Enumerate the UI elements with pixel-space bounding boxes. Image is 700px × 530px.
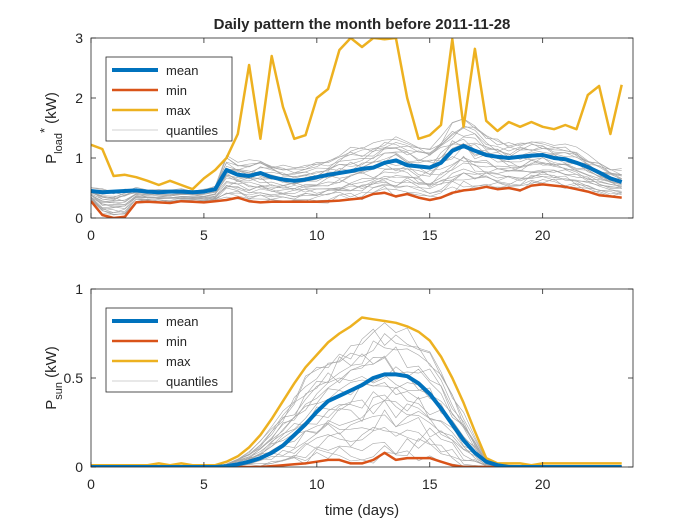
panel2-ylabel-sub: sun bbox=[53, 382, 65, 400]
panel2-quantile-line bbox=[91, 386, 622, 467]
panel1-xtick-label: 0 bbox=[87, 227, 95, 243]
panel1-title: Daily pattern the month before 2011-11-2… bbox=[214, 16, 511, 33]
panel2-quantile-line bbox=[91, 448, 622, 467]
panel2-quantile-line bbox=[91, 333, 622, 467]
panel2-quantile-line bbox=[91, 396, 622, 467]
panel2-legend: mean min max quantiles bbox=[105, 307, 233, 393]
panel2-ylabel: Psun (kW) bbox=[43, 346, 65, 410]
panel2-quantile-line bbox=[91, 409, 622, 467]
panel1-xtick-label: 20 bbox=[535, 227, 551, 243]
panel2-ylabel-units: (kW) bbox=[43, 346, 60, 382]
panel1-quantile-line bbox=[91, 174, 622, 214]
panel2-mean-line bbox=[91, 372, 622, 467]
panel1-xtick-label: 5 bbox=[200, 227, 208, 243]
panel1-mean-line bbox=[91, 144, 623, 195]
panel2-xtick-label: 10 bbox=[309, 476, 325, 492]
panel1-ylabel-units: (kW) bbox=[43, 92, 60, 128]
panel2-quantile-line bbox=[91, 426, 622, 467]
panel2-series-group bbox=[91, 316, 622, 467]
panel1-ytick-label: 2 bbox=[75, 90, 83, 106]
panel1-max-line bbox=[91, 38, 623, 191]
panel1-axes: 0 5 10 15 20 0 1 2 3 Daily pattern the month befo… bbox=[37, 16, 634, 243]
panel2-legend-label-min: min bbox=[166, 334, 187, 349]
panel2-quantile-line bbox=[91, 340, 622, 467]
panel2-xtick-label: 5 bbox=[200, 476, 208, 492]
panel2-xlabel: time (days) bbox=[325, 502, 399, 519]
panel1-ylabel-sup: * bbox=[37, 128, 52, 133]
panel1-ytick-label: 0 bbox=[75, 210, 83, 226]
panel1-quantile-line bbox=[91, 168, 622, 214]
panel1-quantile-line bbox=[91, 155, 622, 208]
panel1-legend-label-min: min bbox=[166, 83, 187, 98]
panel2-xtick-label: 20 bbox=[535, 476, 551, 492]
panel2-ytick-label: 0 bbox=[75, 459, 83, 475]
panel1-quantile-line bbox=[91, 118, 622, 193]
panel2-quantile-line bbox=[91, 366, 622, 467]
panel2-legend-label-max: max bbox=[166, 354, 191, 369]
panel2-quantile-line bbox=[91, 438, 622, 467]
panel2-ytick-label: 0.5 bbox=[64, 370, 84, 386]
panel1-ylabel-main: P bbox=[43, 154, 60, 164]
panel1-ytick-label: 3 bbox=[75, 30, 83, 46]
panel2-max-line bbox=[91, 316, 622, 467]
panel2-legend-label-mean: mean bbox=[166, 314, 199, 329]
panel1-quantile-line bbox=[91, 162, 622, 209]
panel2-xtick-label: 0 bbox=[87, 476, 95, 492]
panel1-min-line bbox=[91, 183, 622, 218]
panel2-quantile-line bbox=[91, 437, 622, 467]
panel2-quantile-line bbox=[91, 346, 622, 467]
panel2-ylabel-main: P bbox=[43, 400, 60, 410]
panel2-quantile-line bbox=[91, 382, 622, 467]
panel1-ytick-label: 1 bbox=[75, 150, 83, 166]
panel1-ylabel: Pload* (kW) bbox=[37, 92, 66, 164]
panel2-quantile-line bbox=[91, 414, 622, 467]
panel2-quantile-line bbox=[91, 400, 622, 467]
panel2-quantile-line bbox=[91, 394, 622, 467]
panel1-legend-label-max: max bbox=[166, 103, 191, 118]
panel1-legend: mean min max quantiles bbox=[105, 56, 233, 142]
panel2-quantile-line bbox=[91, 356, 622, 467]
panel1-series-group bbox=[91, 38, 623, 218]
panel1-xtick-label: 15 bbox=[422, 227, 438, 243]
panel2-quantile-line bbox=[91, 355, 622, 467]
panel2-legend-label-quantiles: quantiles bbox=[166, 374, 219, 389]
panel1-ylabel-sub: load bbox=[53, 133, 65, 154]
panel2-xtick-label: 15 bbox=[422, 476, 438, 492]
panel2-axes: 0 5 10 15 20 0 0.5 1 time (days) Psun (kW) mean min… bbox=[43, 281, 634, 519]
panel2-min-line bbox=[91, 451, 622, 467]
panel1-legend-label-mean: mean bbox=[166, 63, 199, 78]
panel1-xtick-label: 10 bbox=[309, 227, 325, 243]
panel1-frame bbox=[90, 37, 634, 219]
panel2-ytick-label: 1 bbox=[75, 281, 83, 297]
panel2-quantile-line bbox=[91, 322, 622, 467]
panel2-quantile-line bbox=[91, 374, 622, 467]
panel1-legend-label-quantiles: quantiles bbox=[166, 123, 219, 138]
panel2-quantile-line bbox=[91, 328, 622, 467]
panel1-quantile-line bbox=[91, 170, 622, 211]
